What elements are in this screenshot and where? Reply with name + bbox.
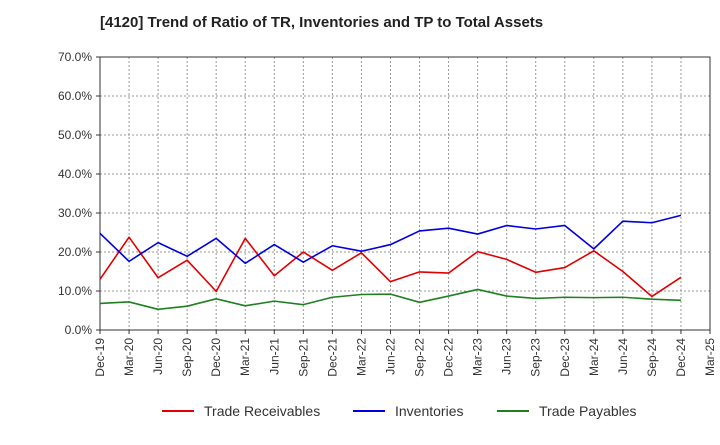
x-tick-label: Mar-23: [471, 338, 485, 376]
plot-border: [99, 56, 711, 331]
y-tick-label: 20.0%: [58, 245, 92, 259]
plot-area: [100, 57, 710, 330]
y-tick-label: 30.0%: [58, 206, 92, 220]
x-tick-label: Jun-24: [616, 338, 630, 375]
legend-label-1: Trade Receivables: [204, 403, 320, 419]
x-tick-label: Jun-21: [267, 338, 281, 375]
x-tick-label: Mar-25: [703, 338, 717, 376]
series-line-3: [99, 288, 681, 311]
x-tick-label: Mar-20: [122, 338, 136, 376]
x-tick-label: Dec-21: [325, 338, 339, 377]
series-line-2: [99, 214, 682, 265]
x-tick-label: Jun-22: [383, 338, 397, 375]
x-tick-label: Mar-22: [354, 338, 368, 376]
y-tick-label: 70.0%: [58, 50, 92, 64]
x-tick-label: Dec-19: [93, 338, 107, 377]
x-tick-label: Jun-20: [151, 338, 165, 375]
x-tick-label: Dec-20: [209, 338, 223, 377]
chart-title: [4120] Trend of Ratio of TR, Inventories…: [100, 14, 544, 31]
y-tick-label: 50.0%: [58, 128, 92, 142]
y-tick-label: 40.0%: [58, 167, 92, 181]
y-tick-label: 10.0%: [58, 284, 92, 298]
x-tick-label: Sep-24: [645, 338, 659, 377]
y-tick-label: 0.0%: [65, 323, 93, 337]
x-tick-label: Sep-22: [413, 338, 427, 377]
legend-label-2: Inventories: [395, 403, 463, 419]
x-tick-label: Sep-23: [529, 338, 543, 377]
series-line-1: [99, 236, 682, 298]
y-tick-label: 60.0%: [58, 89, 92, 103]
x-tick-label: Dec-23: [558, 338, 572, 377]
x-tick-label: Jun-23: [500, 338, 514, 375]
x-tick-label: Sep-21: [296, 338, 310, 377]
x-tick-label: Sep-20: [180, 338, 194, 377]
x-tick-label: Dec-24: [674, 338, 688, 377]
x-tick-label: Mar-24: [587, 338, 601, 376]
x-tick-label: Dec-22: [442, 338, 456, 377]
x-tick-label: Mar-21: [238, 338, 252, 376]
legend-label-3: Trade Payables: [539, 403, 637, 419]
